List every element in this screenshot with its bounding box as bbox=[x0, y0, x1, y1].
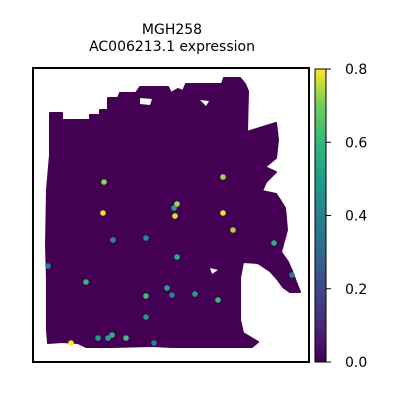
colorbar-ticks: 0.0 0.2 0.4 0.6 0.8 bbox=[326, 62, 367, 371]
colorbar-tick-label: 0.0 bbox=[345, 355, 367, 371]
expression-spot bbox=[45, 263, 51, 269]
expression-spot bbox=[289, 272, 295, 278]
expression-spot bbox=[143, 293, 149, 299]
expression-spot bbox=[271, 240, 277, 246]
tissue-region bbox=[45, 77, 301, 348]
plot-area bbox=[45, 77, 301, 348]
expression-spot bbox=[220, 174, 226, 180]
tissue-notch bbox=[210, 268, 218, 274]
tissue-notch bbox=[140, 98, 152, 105]
colorbar-tick-label: 0.8 bbox=[345, 62, 367, 78]
expression-spot bbox=[100, 210, 106, 216]
expression-spot bbox=[215, 297, 221, 303]
expression-spot bbox=[110, 237, 116, 243]
expression-spot bbox=[143, 314, 149, 320]
expression-spot bbox=[220, 210, 226, 216]
plot-frame bbox=[32, 67, 310, 363]
expression-spot bbox=[172, 213, 178, 219]
expression-spot bbox=[174, 254, 180, 260]
expression-spot bbox=[109, 332, 115, 338]
tissue-notch bbox=[200, 100, 209, 106]
colorbar-tick-label: 0.4 bbox=[345, 209, 367, 225]
expression-spot bbox=[174, 201, 180, 207]
colorbar: 0.0 0.2 0.4 0.6 0.8 bbox=[314, 62, 367, 371]
expression-spot bbox=[105, 335, 111, 341]
expression-spot bbox=[169, 292, 175, 298]
colorbar-tick-label: 0.6 bbox=[345, 135, 367, 151]
expression-spot bbox=[123, 335, 129, 341]
expression-spot bbox=[95, 335, 101, 341]
chart-title-line2: AC006213.1 expression bbox=[89, 39, 255, 55]
expression-spot bbox=[151, 340, 157, 346]
expression-spot bbox=[192, 291, 198, 297]
expression-spot bbox=[143, 235, 149, 241]
expression-spot bbox=[171, 205, 177, 211]
expression-spot bbox=[68, 340, 74, 346]
chart-title-line1: MGH258 bbox=[142, 22, 202, 38]
expression-spot bbox=[101, 179, 107, 185]
expression-spots bbox=[45, 174, 295, 346]
expression-spot bbox=[83, 279, 89, 285]
expression-spot bbox=[230, 227, 236, 233]
colorbar-tick-label: 0.2 bbox=[345, 282, 367, 298]
expression-spot bbox=[164, 285, 170, 291]
colorbar-gradient bbox=[314, 68, 327, 363]
